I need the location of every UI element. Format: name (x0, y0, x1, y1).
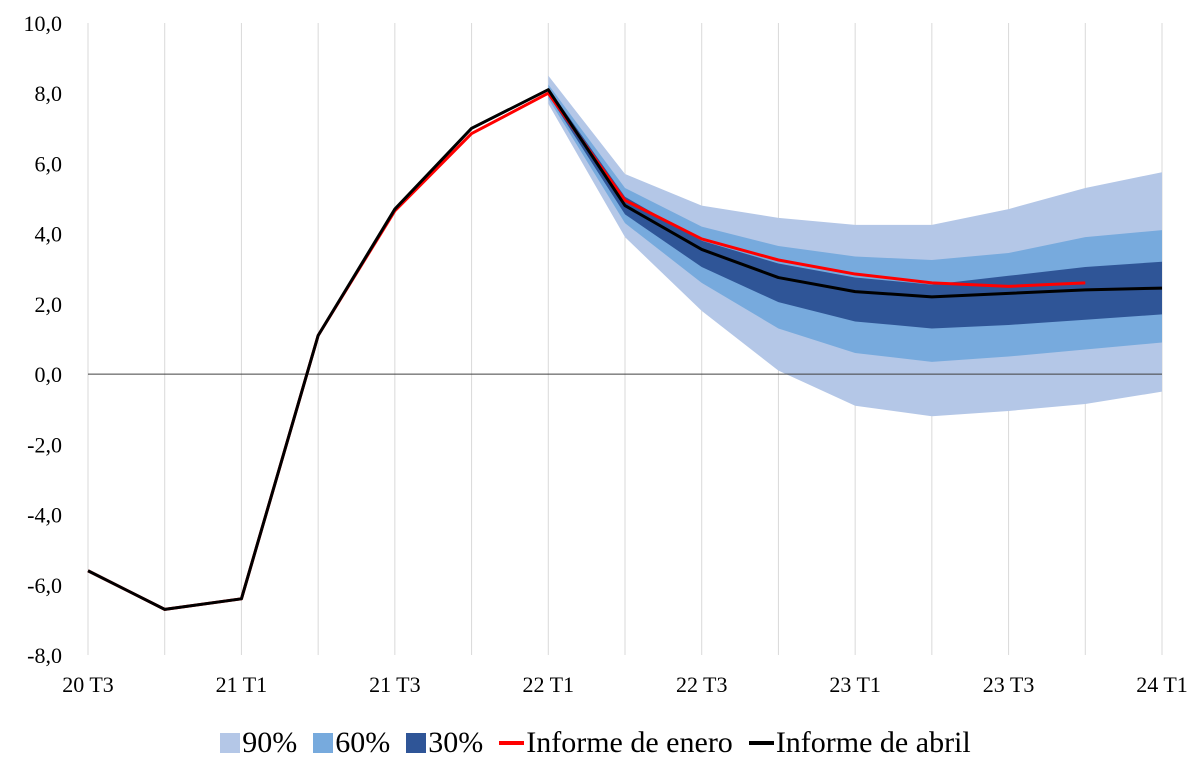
y-tick-label: 4,0 (35, 222, 63, 247)
y-tick-label: -8,0 (27, 643, 62, 668)
x-tick-label: 23 T3 (983, 672, 1035, 697)
x-axis-ticks: 20 T3 21 T1 21 T3 22 T1 22 T3 23 T1 23 T3 24 T1 (62, 672, 1188, 697)
y-tick-label: 10,0 (24, 11, 63, 36)
legend-item-90: 90% (220, 726, 297, 760)
x-tick-label: 21 T1 (216, 672, 268, 697)
y-tick-label: 8,0 (35, 81, 63, 106)
legend-item-60: 60% (313, 726, 390, 760)
y-tick-label: 0,0 (35, 362, 63, 387)
legend-swatch-abril (748, 741, 774, 745)
legend-swatch-90 (220, 733, 241, 753)
legend-item-30: 30% (406, 726, 483, 760)
legend-swatch-30 (406, 733, 427, 753)
x-tick-label: 22 T1 (523, 672, 575, 697)
x-tick-label: 24 T1 (1136, 672, 1188, 697)
legend-label-90: 90% (242, 726, 298, 759)
y-axis-ticks: 10,0 8,0 6,0 4,0 2,0 0,0 -2,0 -4,0 -6,0 -8,0 (24, 11, 63, 668)
band-30 (548, 87, 1162, 329)
legend-swatch-enero (499, 741, 525, 745)
series-lines (87, 88, 1163, 611)
legend-label-enero: Informe de enero (526, 726, 733, 759)
fan-chart: 10,0 8,0 6,0 4,0 2,0 0,0 -2,0 -4,0 -6,0 -8,0 20 T… (24, 11, 1188, 697)
x-tick-label: 20 T3 (62, 672, 114, 697)
x-tick-label: 23 T1 (829, 672, 881, 697)
series-line-informe-abril (87, 88, 1163, 611)
y-tick-label: -6,0 (27, 573, 62, 598)
y-tick-label: 2,0 (35, 292, 63, 317)
x-tick-label: 21 T3 (369, 672, 421, 697)
y-tick-label: -4,0 (27, 503, 62, 528)
legend-label-abril: Informe de abril (775, 726, 971, 759)
legend-item-enero: Informe de enero (499, 726, 733, 760)
y-tick-label: -2,0 (27, 432, 62, 457)
x-tick-label: 22 T3 (676, 672, 728, 697)
legend-swatch-60 (313, 733, 334, 753)
y-tick-label: 6,0 (35, 151, 63, 176)
legend-item-abril: Informe de abril (748, 726, 971, 760)
legend-label-60: 60% (335, 726, 391, 759)
legend-label-30: 30% (428, 726, 484, 759)
chart-legend: 90% 60% 30% Informe de enero Informe de … (0, 726, 1191, 760)
